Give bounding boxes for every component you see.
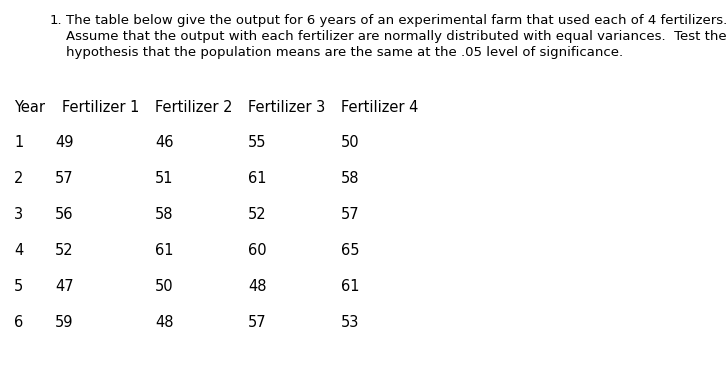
Text: 55: 55 xyxy=(248,135,266,150)
Text: 49: 49 xyxy=(55,135,73,150)
Text: 57: 57 xyxy=(341,207,359,222)
Text: 57: 57 xyxy=(55,171,73,186)
Text: 46: 46 xyxy=(155,135,174,150)
Text: 65: 65 xyxy=(341,243,359,258)
Text: 52: 52 xyxy=(248,207,266,222)
Text: Fertilizer 1: Fertilizer 1 xyxy=(62,100,139,115)
Text: 53: 53 xyxy=(341,315,359,330)
Text: Fertilizer 2: Fertilizer 2 xyxy=(155,100,232,115)
Text: 52: 52 xyxy=(55,243,73,258)
Text: 61: 61 xyxy=(248,171,266,186)
Text: 56: 56 xyxy=(55,207,73,222)
Text: 51: 51 xyxy=(155,171,174,186)
Text: 60: 60 xyxy=(248,243,266,258)
Text: 59: 59 xyxy=(55,315,73,330)
Text: 4: 4 xyxy=(14,243,23,258)
Text: 57: 57 xyxy=(248,315,266,330)
Text: 61: 61 xyxy=(341,279,359,294)
Text: 47: 47 xyxy=(55,279,73,294)
Text: Fertilizer 4: Fertilizer 4 xyxy=(341,100,418,115)
Text: 5: 5 xyxy=(14,279,23,294)
Text: 3: 3 xyxy=(14,207,23,222)
Text: hypothesis that the population means are the same at the .05 level of significan: hypothesis that the population means are… xyxy=(66,46,623,59)
Text: 58: 58 xyxy=(155,207,174,222)
Text: 61: 61 xyxy=(155,243,174,258)
Text: 48: 48 xyxy=(248,279,266,294)
Text: 6: 6 xyxy=(14,315,23,330)
Text: Fertilizer 3: Fertilizer 3 xyxy=(248,100,325,115)
Text: 58: 58 xyxy=(341,171,359,186)
Text: 50: 50 xyxy=(155,279,174,294)
Text: The table below give the output for 6 years of an experimental farm that used ea: The table below give the output for 6 ye… xyxy=(66,14,726,27)
Text: Year: Year xyxy=(14,100,45,115)
Text: 1: 1 xyxy=(14,135,23,150)
Text: 2: 2 xyxy=(14,171,23,186)
Text: 48: 48 xyxy=(155,315,174,330)
Text: 50: 50 xyxy=(341,135,359,150)
Text: Assume that the output with each fertilizer are normally distributed with equal : Assume that the output with each fertili… xyxy=(66,30,726,43)
Text: 1.: 1. xyxy=(50,14,62,27)
